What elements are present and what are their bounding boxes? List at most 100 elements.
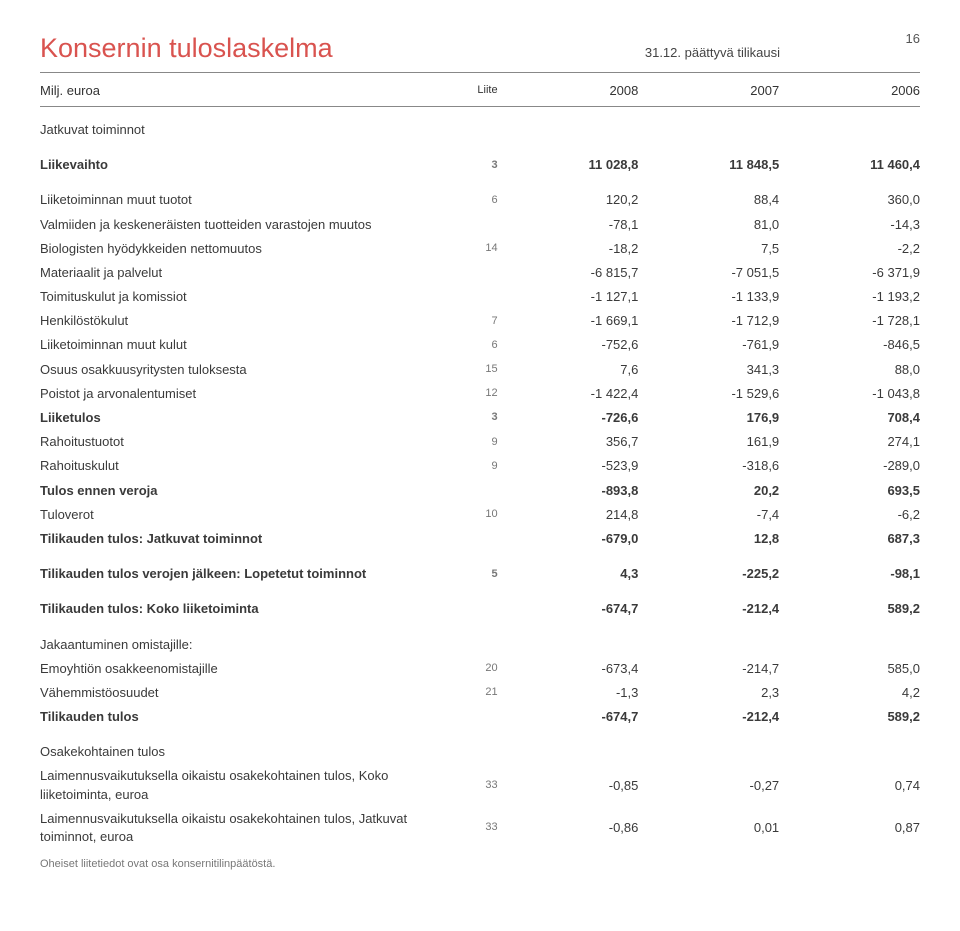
- row-2007: 7,5: [638, 237, 779, 261]
- row-2007: 161,9: [638, 430, 779, 454]
- row-2008: -0,85: [498, 764, 639, 806]
- row-2008: -673,4: [498, 657, 639, 681]
- table-row: Valmiiden ja keskeneräisten tuotteiden v…: [40, 213, 920, 237]
- row-2006: 274,1: [779, 430, 920, 454]
- table-row: Toimituskulut ja komissiot -1 127,1 -1 1…: [40, 285, 920, 309]
- section-title: Osakekohtainen tulos: [40, 729, 920, 764]
- row-2006: -6 371,9: [779, 261, 920, 285]
- row-2008: -523,9: [498, 454, 639, 478]
- row-2008: 11 028,8: [498, 142, 639, 177]
- row-label: Liiketoiminnan muut tuotot: [40, 177, 427, 212]
- table-row: Tilikauden tulos: Koko liiketoiminta -67…: [40, 586, 920, 621]
- row-2007: 81,0: [638, 213, 779, 237]
- row-note: [427, 586, 497, 621]
- row-2006: -1 043,8: [779, 382, 920, 406]
- row-2006: 589,2: [779, 705, 920, 729]
- row-2008: 7,6: [498, 358, 639, 382]
- row-label: Valmiiden ja keskeneräisten tuotteiden v…: [40, 213, 427, 237]
- table-row: Tuloverot 10 214,8 -7,4 -6,2: [40, 503, 920, 527]
- row-2007: -1 712,9: [638, 309, 779, 333]
- row-note: 20: [427, 657, 497, 681]
- row-2006: 0,74: [779, 764, 920, 806]
- row-2008: 120,2: [498, 177, 639, 212]
- row-note: 21: [427, 681, 497, 705]
- row-2006: -846,5: [779, 333, 920, 357]
- row-2007: 341,3: [638, 358, 779, 382]
- row-2007: 0,01: [638, 807, 779, 849]
- table-row: Poistot ja arvonalentumiset 12 -1 422,4 …: [40, 382, 920, 406]
- row-label: Laimennusvaikutuksella oikaistu osakekoh…: [40, 764, 427, 806]
- row-label: Toimituskulut ja komissiot: [40, 285, 427, 309]
- row-label: Tulos ennen veroja: [40, 479, 427, 503]
- table-row: Liiketoiminnan muut tuotot 6 120,2 88,4 …: [40, 177, 920, 212]
- row-2008: -18,2: [498, 237, 639, 261]
- row-note: 33: [427, 807, 497, 849]
- table-row: Tilikauden tulos: Jatkuvat toiminnot -67…: [40, 527, 920, 551]
- page-header: Konsernin tuloslaskelma 31.12. päättyvä …: [40, 30, 920, 73]
- row-note: 12: [427, 382, 497, 406]
- row-note: [427, 285, 497, 309]
- col-2006-header: 2006: [779, 79, 920, 107]
- row-label: Osuus osakkuusyritysten tuloksesta: [40, 358, 427, 382]
- row-label: Liiketulos: [40, 406, 427, 430]
- table-row: Jatkuvat toiminnot: [40, 106, 920, 142]
- row-label: Vähemmistöosuudet: [40, 681, 427, 705]
- table-row: Tilikauden tulos verojen jälkeen: Lopete…: [40, 551, 920, 586]
- row-2006: -2,2: [779, 237, 920, 261]
- row-2007: -7 051,5: [638, 261, 779, 285]
- row-note: 14: [427, 237, 497, 261]
- row-2006: -1 728,1: [779, 309, 920, 333]
- row-2007: -225,2: [638, 551, 779, 586]
- row-note: 3: [427, 142, 497, 177]
- table-row: Emoyhtiön osakkeenomistajille 20 -673,4 …: [40, 657, 920, 681]
- row-2008: -674,7: [498, 586, 639, 621]
- row-label: Liikevaihto: [40, 142, 427, 177]
- row-2008: -1 127,1: [498, 285, 639, 309]
- row-note: [427, 527, 497, 551]
- row-2007: -1 133,9: [638, 285, 779, 309]
- row-note: 10: [427, 503, 497, 527]
- row-label: Liiketoiminnan muut kulut: [40, 333, 427, 357]
- table-row: Tulos ennen veroja -893,8 20,2 693,5: [40, 479, 920, 503]
- col-2008-header: 2008: [498, 79, 639, 107]
- row-2006: 708,4: [779, 406, 920, 430]
- row-2008: -752,6: [498, 333, 639, 357]
- row-2007: -214,7: [638, 657, 779, 681]
- row-2006: 0,87: [779, 807, 920, 849]
- row-2006: -98,1: [779, 551, 920, 586]
- row-note: 15: [427, 358, 497, 382]
- row-2007: 11 848,5: [638, 142, 779, 177]
- row-label: Tilikauden tulos: Koko liiketoiminta: [40, 586, 427, 621]
- row-2008: -0,86: [498, 807, 639, 849]
- row-note: 7: [427, 309, 497, 333]
- row-2007: -318,6: [638, 454, 779, 478]
- row-label: Tilikauden tulos: [40, 705, 427, 729]
- row-2007: -212,4: [638, 705, 779, 729]
- row-note: 33: [427, 764, 497, 806]
- row-2006: 88,0: [779, 358, 920, 382]
- row-2008: -78,1: [498, 213, 639, 237]
- row-2007: -7,4: [638, 503, 779, 527]
- row-2006: -14,3: [779, 213, 920, 237]
- row-2006: 360,0: [779, 177, 920, 212]
- table-row: Liiketulos 3 -726,6 176,9 708,4: [40, 406, 920, 430]
- row-label: Emoyhtiön osakkeenomistajille: [40, 657, 427, 681]
- row-note: [427, 705, 497, 729]
- table-row: Liiketoiminnan muut kulut 6 -752,6 -761,…: [40, 333, 920, 357]
- row-note: 6: [427, 333, 497, 357]
- row-label: Tilikauden tulos: Jatkuvat toiminnot: [40, 527, 427, 551]
- row-2007: -761,9: [638, 333, 779, 357]
- row-2007: 20,2: [638, 479, 779, 503]
- row-2007: 88,4: [638, 177, 779, 212]
- row-2008: -1 422,4: [498, 382, 639, 406]
- row-2008: -6 815,7: [498, 261, 639, 285]
- row-label: Rahoitustuotot: [40, 430, 427, 454]
- row-note: 3: [427, 406, 497, 430]
- row-2006: -289,0: [779, 454, 920, 478]
- row-2008: -726,6: [498, 406, 639, 430]
- row-2008: -674,7: [498, 705, 639, 729]
- table-row: Laimennusvaikutuksella oikaistu osakekoh…: [40, 764, 920, 806]
- table-row: Osakekohtainen tulos: [40, 729, 920, 764]
- col-2007-header: 2007: [638, 79, 779, 107]
- row-label: Rahoituskulut: [40, 454, 427, 478]
